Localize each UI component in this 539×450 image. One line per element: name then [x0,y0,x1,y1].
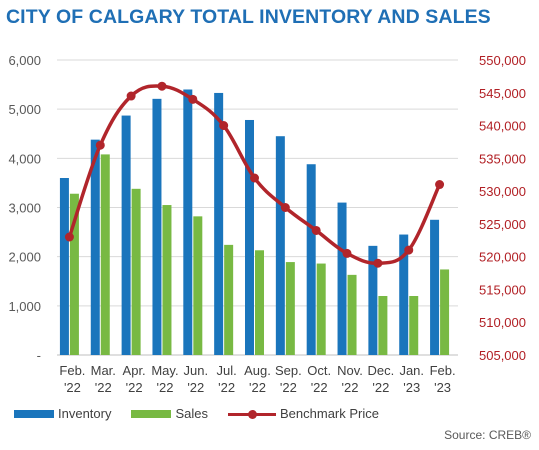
benchmark-price-point [157,81,167,91]
x-tick-label-year: '22 [249,380,266,395]
y-left-tick-label: 5,000 [8,102,41,117]
x-tick-label-year: '22 [342,380,359,395]
x-tick-label-month: Jan. [399,363,424,378]
x-tick-label-month: Jul. [217,363,237,378]
x-tick-label-month: Aug. [244,363,271,378]
benchmark-price-point [95,140,105,150]
inventory-bar [152,98,162,355]
y-left-tick-label: 6,000 [8,53,41,68]
benchmark-price-point [373,258,383,268]
legend-swatch-sales [131,409,172,418]
benchmark-price-point [311,225,321,235]
x-tick-label-year: '22 [218,380,235,395]
sales-bar [285,262,295,355]
inventory-bar [399,234,409,355]
x-tick-label-year: '22 [187,380,204,395]
sales-bar [316,263,326,355]
x-tick-label-year: '22 [372,380,389,395]
inventory-bar [430,219,440,355]
inventory-bar [337,202,347,355]
x-tick-label-year: '23 [434,380,451,395]
x-tick-label-year: '23 [403,380,420,395]
y-right-tick-label: 525,000 [479,217,526,232]
y-right-tick-label: 520,000 [479,250,526,265]
inventory-bar [90,139,100,355]
sales-bar [378,296,388,355]
legend-item-inventory: Inventory [14,406,111,421]
benchmark-price-point [435,180,445,190]
benchmark-price-point [188,94,198,104]
sales-bar [224,244,234,355]
benchmark-line-group [64,81,445,268]
x-tick-label-month: Feb. [59,363,85,378]
x-tick-label-year: '22 [156,380,173,395]
x-tick-label-month: Jun. [184,363,209,378]
legend-swatch-benchmark [228,408,277,420]
sales-bar [100,154,110,355]
x-tick-label-year: '22 [64,380,81,395]
y-left-tick-label: - [37,348,41,363]
chart-svg: - 1,000 2,000 3,000 4,000 5,000 6,000 505,000 51… [8,53,526,395]
x-tick-label-month: Oct. [307,363,331,378]
y-left-tick-label: 2,000 [8,250,41,265]
y-right-tick-label: 530,000 [479,184,526,199]
sales-bar [409,296,419,355]
y-left-tick-label: 3,000 [8,201,41,216]
legend-item-sales: Sales [131,406,208,421]
x-tick-label-month: Feb. [430,363,456,378]
x-tick-label-month: Mar. [91,363,116,378]
y-right-tick-label: 510,000 [479,315,526,330]
x-tick-label-month: Nov. [337,363,363,378]
y-right-tick-label: 535,000 [479,151,526,166]
legend-swatch-inventory [14,409,54,418]
sales-bar [440,269,450,355]
x-tick-label-year: '22 [280,380,297,395]
x-tick-label-year: '22 [126,380,143,395]
inventory-bar [183,89,193,355]
axis-ticks: - 1,000 2,000 3,000 4,000 5,000 6,000 505,000 51… [8,53,526,395]
benchmark-price-point [280,203,290,212]
inventory-bar [59,178,69,355]
inventory-bar [275,136,285,355]
inventory-bar [306,164,316,355]
sales-bar [347,274,357,355]
chart-title: CITY OF CALGARY TOTAL INVENTORY AND SALE… [6,6,491,28]
benchmark-price-point [64,232,74,242]
sales-bar [162,205,172,355]
legend-item-benchmark: Benchmark Price [228,406,379,421]
legend-label-benchmark: Benchmark Price [280,406,379,421]
inventory-bar [121,115,131,355]
sales-bar [69,193,79,355]
benchmark-price-point [342,248,352,258]
x-tick-label-month: May. [151,363,178,378]
inventory-bar [214,92,224,356]
sales-bar [193,216,203,355]
benchmark-price-point [126,91,136,101]
y-left-tick-label: 4,000 [8,151,41,166]
benchmark-price-point [219,121,229,131]
sales-bar [131,188,141,355]
y-right-tick-label: 515,000 [479,282,526,297]
x-tick-label-year: '22 [95,380,112,395]
inventory-bar [368,245,378,355]
sales-bar [255,250,264,355]
legend: Inventory Sales Benchmark Price [14,406,399,421]
benchmark-price-point [250,173,259,183]
source-note: Source: CREB® [444,428,531,442]
x-tick-label-month: Dec. [368,363,395,378]
bars [59,89,450,356]
benchmark-price-point [404,245,414,255]
y-right-tick-label: 545,000 [479,86,526,101]
y-right-tick-label: 505,000 [479,348,526,363]
legend-label-sales: Sales [175,406,209,421]
x-tick-label-year: '22 [311,380,328,395]
x-tick-label-month: Apr. [123,363,146,378]
y-left-tick-label: 1,000 [8,299,41,314]
y-right-tick-label: 540,000 [479,119,526,134]
inventory-bar [245,119,254,355]
y-right-tick-label: 550,000 [479,53,526,68]
legend-label-inventory: Inventory [58,406,112,421]
x-tick-label-month: Sep. [275,363,302,378]
